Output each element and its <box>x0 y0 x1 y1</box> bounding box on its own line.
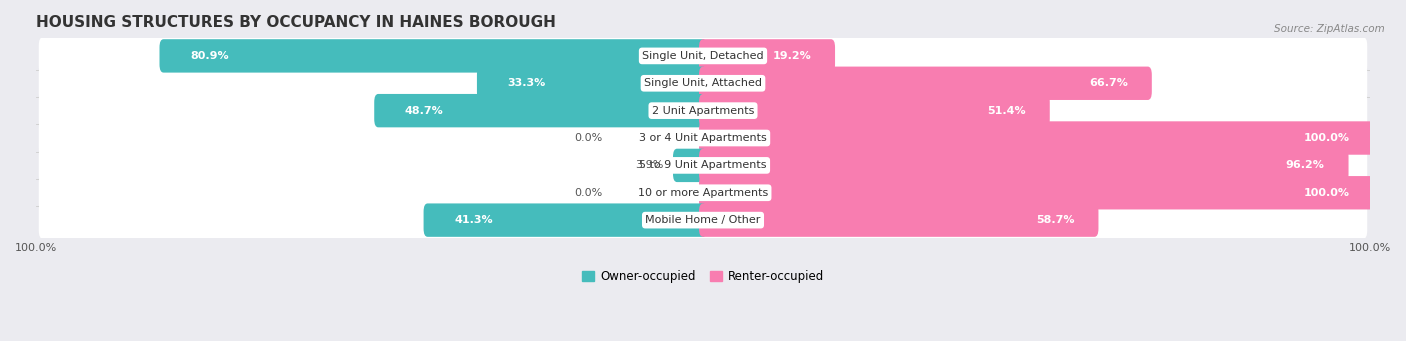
Text: 0.0%: 0.0% <box>575 188 603 198</box>
Text: HOUSING STRUCTURES BY OCCUPANCY IN HAINES BOROUGH: HOUSING STRUCTURES BY OCCUPANCY IN HAINE… <box>37 15 555 30</box>
FancyBboxPatch shape <box>39 65 1367 102</box>
FancyBboxPatch shape <box>477 66 707 100</box>
Text: Single Unit, Detached: Single Unit, Detached <box>643 51 763 61</box>
Text: 66.7%: 66.7% <box>1088 78 1128 88</box>
FancyBboxPatch shape <box>699 121 1374 155</box>
Text: 96.2%: 96.2% <box>1285 160 1324 170</box>
Text: 100.0%: 100.0% <box>1303 133 1350 143</box>
FancyBboxPatch shape <box>699 94 1050 127</box>
FancyBboxPatch shape <box>699 176 1374 209</box>
Text: Single Unit, Attached: Single Unit, Attached <box>644 78 762 88</box>
Text: 2 Unit Apartments: 2 Unit Apartments <box>652 106 754 116</box>
FancyBboxPatch shape <box>699 149 1348 182</box>
Text: 51.4%: 51.4% <box>987 106 1026 116</box>
FancyBboxPatch shape <box>699 39 835 73</box>
FancyBboxPatch shape <box>699 204 1098 237</box>
FancyBboxPatch shape <box>39 147 1367 184</box>
Text: 3 or 4 Unit Apartments: 3 or 4 Unit Apartments <box>640 133 766 143</box>
FancyBboxPatch shape <box>39 37 1367 75</box>
Text: 100.0%: 100.0% <box>1303 188 1350 198</box>
Text: 41.3%: 41.3% <box>454 215 494 225</box>
Text: 48.7%: 48.7% <box>405 106 444 116</box>
Text: 80.9%: 80.9% <box>190 51 229 61</box>
Legend: Owner-occupied, Renter-occupied: Owner-occupied, Renter-occupied <box>578 266 828 288</box>
FancyBboxPatch shape <box>423 204 707 237</box>
FancyBboxPatch shape <box>673 149 707 182</box>
FancyBboxPatch shape <box>39 202 1367 239</box>
Text: 5 to 9 Unit Apartments: 5 to 9 Unit Apartments <box>640 160 766 170</box>
FancyBboxPatch shape <box>39 119 1367 157</box>
Text: 19.2%: 19.2% <box>772 51 811 61</box>
Text: Mobile Home / Other: Mobile Home / Other <box>645 215 761 225</box>
FancyBboxPatch shape <box>159 39 707 73</box>
FancyBboxPatch shape <box>39 92 1367 129</box>
Text: 10 or more Apartments: 10 or more Apartments <box>638 188 768 198</box>
Text: 58.7%: 58.7% <box>1036 215 1074 225</box>
Text: Source: ZipAtlas.com: Source: ZipAtlas.com <box>1274 24 1385 34</box>
Text: 3.9%: 3.9% <box>636 160 664 170</box>
FancyBboxPatch shape <box>39 174 1367 211</box>
FancyBboxPatch shape <box>699 66 1152 100</box>
FancyBboxPatch shape <box>374 94 707 127</box>
Text: 0.0%: 0.0% <box>575 133 603 143</box>
Text: 33.3%: 33.3% <box>508 78 546 88</box>
